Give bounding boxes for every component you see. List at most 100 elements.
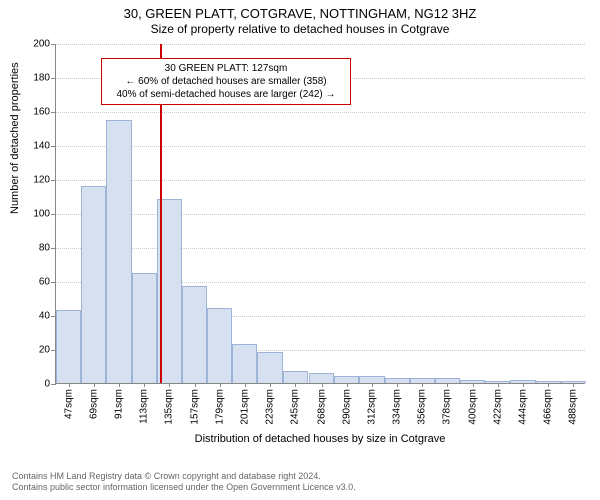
- y-tick: [51, 112, 56, 113]
- histogram-bar: [56, 310, 81, 383]
- y-tick-label: 40: [39, 311, 50, 322]
- x-tick-label: 444sqm: [518, 389, 529, 425]
- x-tick-label: 47sqm: [63, 389, 74, 419]
- gridline: [56, 112, 585, 113]
- x-tick-label: 223sqm: [265, 389, 276, 425]
- y-tick-label: 160: [33, 107, 50, 118]
- x-tick: [69, 383, 70, 387]
- y-tick-label: 120: [33, 175, 50, 186]
- x-tick: [220, 383, 221, 387]
- y-tick: [51, 248, 56, 249]
- x-tick: [498, 383, 499, 387]
- x-tick-label: 268sqm: [316, 389, 327, 425]
- x-tick-label: 157sqm: [189, 389, 200, 425]
- histogram-bar: [536, 381, 561, 383]
- x-tick-label: 201sqm: [239, 389, 250, 425]
- y-tick-label: 180: [33, 73, 50, 84]
- histogram-bar: [485, 381, 510, 383]
- y-tick-label: 100: [33, 209, 50, 220]
- histogram-bar: [435, 378, 460, 383]
- x-tick-label: 334sqm: [392, 389, 403, 425]
- x-tick: [397, 383, 398, 387]
- x-tick-label: 400sqm: [467, 389, 478, 425]
- x-tick: [573, 383, 574, 387]
- x-tick: [473, 383, 474, 387]
- x-tick: [422, 383, 423, 387]
- y-tick-label: 20: [39, 345, 50, 356]
- x-tick: [322, 383, 323, 387]
- x-tick: [295, 383, 296, 387]
- histogram-bar: [132, 273, 157, 384]
- x-tick-label: 69sqm: [88, 389, 99, 419]
- y-tick-label: 200: [33, 39, 50, 50]
- x-tick: [447, 383, 448, 387]
- x-tick: [245, 383, 246, 387]
- x-tick-label: 488sqm: [568, 389, 579, 425]
- x-tick-label: 290sqm: [341, 389, 352, 425]
- y-tick: [51, 146, 56, 147]
- x-tick-label: 356sqm: [417, 389, 428, 425]
- histogram-bar: [257, 352, 282, 383]
- y-tick-label: 60: [39, 277, 50, 288]
- histogram-bar: [283, 371, 308, 383]
- chart-container: 30, GREEN PLATT, COTGRAVE, NOTTINGHAM, N…: [0, 0, 600, 500]
- plot-area: 30 GREEN PLATT: 127sqm ← 60% of detached…: [55, 44, 585, 384]
- property-annotation-box: 30 GREEN PLATT: 127sqm ← 60% of detached…: [101, 58, 351, 105]
- x-tick: [119, 383, 120, 387]
- y-tick: [51, 44, 56, 45]
- histogram-bar: [359, 376, 384, 383]
- x-tick: [372, 383, 373, 387]
- annotation-line2: ← 60% of detached houses are smaller (35…: [108, 75, 344, 88]
- histogram-bar: [510, 380, 535, 383]
- x-tick: [347, 383, 348, 387]
- footer-attribution: Contains HM Land Registry data © Crown c…: [12, 471, 588, 494]
- x-axis-title: Distribution of detached houses by size …: [55, 433, 585, 445]
- gridline: [56, 214, 585, 215]
- chart-subtitle: Size of property relative to detached ho…: [0, 22, 600, 36]
- x-tick: [270, 383, 271, 387]
- histogram-bar: [81, 186, 106, 383]
- x-tick: [94, 383, 95, 387]
- histogram-bar: [232, 344, 257, 383]
- x-tick-label: 113sqm: [139, 389, 150, 424]
- x-tick: [195, 383, 196, 387]
- histogram-bar: [410, 378, 435, 383]
- x-tick-label: 312sqm: [366, 389, 377, 425]
- histogram-bar: [309, 373, 334, 383]
- y-tick-label: 80: [39, 243, 50, 254]
- y-tick-label: 0: [44, 379, 50, 390]
- x-tick-label: 135sqm: [164, 389, 175, 425]
- x-tick-label: 179sqm: [214, 389, 225, 425]
- y-tick: [51, 282, 56, 283]
- x-tick-label: 245sqm: [290, 389, 301, 425]
- y-tick: [51, 214, 56, 215]
- y-tick: [51, 180, 56, 181]
- y-tick-label: 140: [33, 141, 50, 152]
- histogram-bar: [460, 380, 485, 383]
- histogram-bar: [385, 378, 410, 383]
- gridline: [56, 248, 585, 249]
- histogram-bar: [182, 286, 207, 383]
- histogram-bar: [561, 381, 586, 383]
- y-tick: [51, 78, 56, 79]
- histogram-bar: [106, 120, 131, 384]
- y-axis-title: Number of detached properties: [9, 62, 21, 214]
- chart-title-address: 30, GREEN PLATT, COTGRAVE, NOTTINGHAM, N…: [0, 6, 600, 21]
- x-tick: [548, 383, 549, 387]
- histogram-bar: [334, 376, 359, 383]
- x-tick: [144, 383, 145, 387]
- x-tick-label: 378sqm: [442, 389, 453, 425]
- gridline: [56, 44, 585, 45]
- footer-line1: Contains HM Land Registry data © Crown c…: [12, 471, 588, 483]
- y-tick: [51, 384, 56, 385]
- gridline: [56, 146, 585, 147]
- x-tick: [169, 383, 170, 387]
- histogram-bar: [207, 308, 232, 383]
- gridline: [56, 180, 585, 181]
- x-tick-label: 422sqm: [492, 389, 503, 425]
- annotation-line1: 30 GREEN PLATT: 127sqm: [108, 62, 344, 75]
- footer-line2: Contains public sector information licen…: [12, 482, 588, 494]
- x-tick-label: 466sqm: [543, 389, 554, 425]
- x-tick: [523, 383, 524, 387]
- annotation-line3: 40% of semi-detached houses are larger (…: [108, 88, 344, 101]
